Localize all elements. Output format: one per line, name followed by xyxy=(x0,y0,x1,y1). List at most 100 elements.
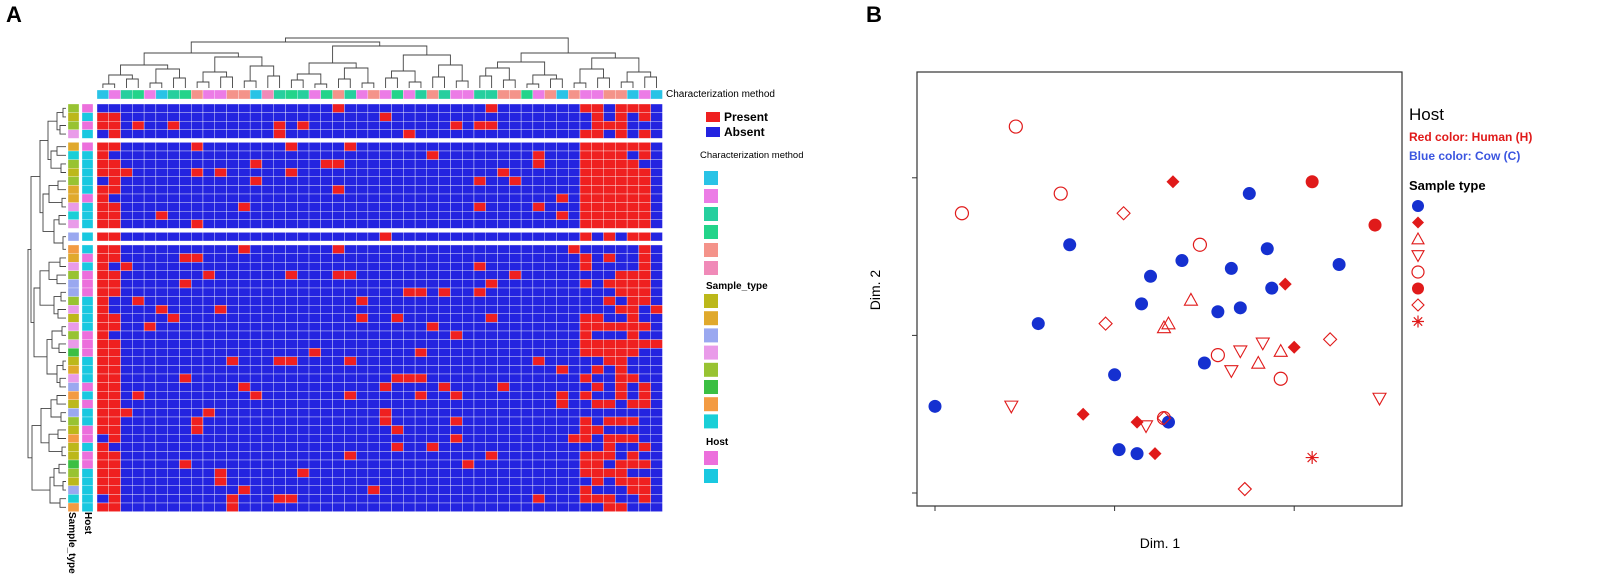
heatmap-cell xyxy=(579,270,592,280)
dendrogram-branch xyxy=(173,77,186,88)
heatmap-cell xyxy=(367,112,380,122)
method-cell xyxy=(96,89,109,100)
heatmap-cell xyxy=(214,103,227,113)
heatmap-cell xyxy=(143,425,157,435)
heatmap-cell xyxy=(497,211,510,220)
heatmap-cell xyxy=(108,416,121,426)
heatmap-cell xyxy=(297,373,310,383)
heatmap-cell xyxy=(579,150,592,160)
heatmap-cell xyxy=(143,193,157,203)
host-cell xyxy=(81,202,94,212)
heatmap-cell xyxy=(356,330,369,340)
heatmap-cell xyxy=(626,434,640,443)
heatmap-cell xyxy=(650,416,663,426)
heatmap-cell xyxy=(485,365,498,375)
heatmap-cell xyxy=(638,416,651,426)
heatmap-cell xyxy=(556,442,569,452)
heatmap-cell xyxy=(226,348,239,357)
heatmap-cell xyxy=(520,142,534,152)
heatmap-cell xyxy=(379,193,392,203)
heatmap-cell xyxy=(509,408,522,418)
heatmap-cell xyxy=(108,373,121,383)
heatmap-cell xyxy=(132,477,145,486)
heatmap-cell xyxy=(96,459,109,469)
heatmap-cell xyxy=(120,442,133,452)
heatmap-cell xyxy=(603,425,616,435)
heatmap-cell xyxy=(320,279,333,289)
heatmap-cell xyxy=(320,399,333,409)
heatmap-cell xyxy=(96,373,109,383)
heatmap-cell xyxy=(120,459,133,469)
heatmap-cell xyxy=(626,399,640,409)
heatmap-cell xyxy=(568,322,581,332)
heatmap-cell xyxy=(96,468,109,478)
heatmap-cell xyxy=(132,408,145,418)
heatmap-cell xyxy=(532,185,545,195)
host-cell xyxy=(81,391,94,400)
heatmap-cell xyxy=(132,270,145,280)
heatmap-cell xyxy=(579,202,592,212)
heatmap-cell xyxy=(426,253,439,263)
heatmap-cell xyxy=(462,399,475,409)
pus-point xyxy=(1411,265,1425,279)
heatmap-cell xyxy=(603,185,616,195)
heatmap-cell xyxy=(626,279,640,289)
heatmap-cell xyxy=(108,459,121,469)
method-cell xyxy=(462,89,475,100)
dendrogram-branch xyxy=(56,274,66,285)
heatmap-cell xyxy=(273,253,286,263)
heatmap-cell xyxy=(261,202,274,212)
heatmap-cell xyxy=(191,434,204,443)
dendrogram-branch xyxy=(61,326,66,336)
heatmap-cell xyxy=(391,425,404,435)
sample-type-axis-label: Sample_type xyxy=(66,512,77,574)
heatmap-cell xyxy=(332,168,345,177)
dendrogram-branch xyxy=(50,399,61,418)
heatmap-cell xyxy=(403,348,416,357)
heatmap-cell xyxy=(579,382,592,392)
heatmap-cell xyxy=(603,348,616,357)
heatmap-cell xyxy=(544,485,557,495)
heatmap-cell xyxy=(532,313,545,323)
heatmap-cell xyxy=(509,416,522,426)
heatmap-cell xyxy=(96,176,109,186)
heatmap-cell xyxy=(556,339,569,349)
heatmap-cell xyxy=(96,202,109,212)
heatmap-cell xyxy=(332,339,345,349)
heatmap-cell xyxy=(108,399,121,409)
heatmap-cell xyxy=(191,168,204,177)
heatmap-cell xyxy=(379,244,392,254)
heatmap-cell xyxy=(132,150,145,160)
heatmap-cell xyxy=(520,244,534,254)
heatmap-cell xyxy=(108,185,121,195)
heatmap-cell xyxy=(391,399,404,409)
heatmap-cell xyxy=(650,142,663,152)
dendrogram-branch xyxy=(58,463,66,474)
heatmap-cell xyxy=(403,356,416,366)
heatmap-cell xyxy=(379,330,392,340)
scatter-legend: Host Red color: Human (H) Blue color: Co… xyxy=(1409,105,1532,328)
heatmap-cell xyxy=(308,442,321,452)
heatmap-cell xyxy=(344,313,357,323)
heatmap-cell xyxy=(438,494,451,504)
dendrogram-branch xyxy=(308,62,357,74)
heatmap-cell xyxy=(108,103,121,113)
heatmap-cell xyxy=(143,339,157,349)
heatmap-cell xyxy=(249,279,263,289)
heatmap-cell xyxy=(238,477,251,486)
heatmap-cell xyxy=(591,391,604,400)
heatmap-cell xyxy=(532,442,545,452)
heatmap-cell xyxy=(202,219,215,229)
heatmap-cell xyxy=(638,339,651,349)
heatmap-cell xyxy=(379,485,392,495)
heatmap-cell xyxy=(214,451,227,461)
dendrogram-branch xyxy=(196,81,210,88)
heatmap-cell xyxy=(273,103,286,113)
heatmap-cell xyxy=(544,129,557,139)
heatmap-cell xyxy=(344,373,357,383)
heatmap-cell xyxy=(603,451,616,461)
heatmap-cell xyxy=(438,416,451,426)
heatmap-cell xyxy=(155,287,168,297)
heatmap-cell xyxy=(650,382,663,392)
heatmap-cell xyxy=(615,211,628,220)
